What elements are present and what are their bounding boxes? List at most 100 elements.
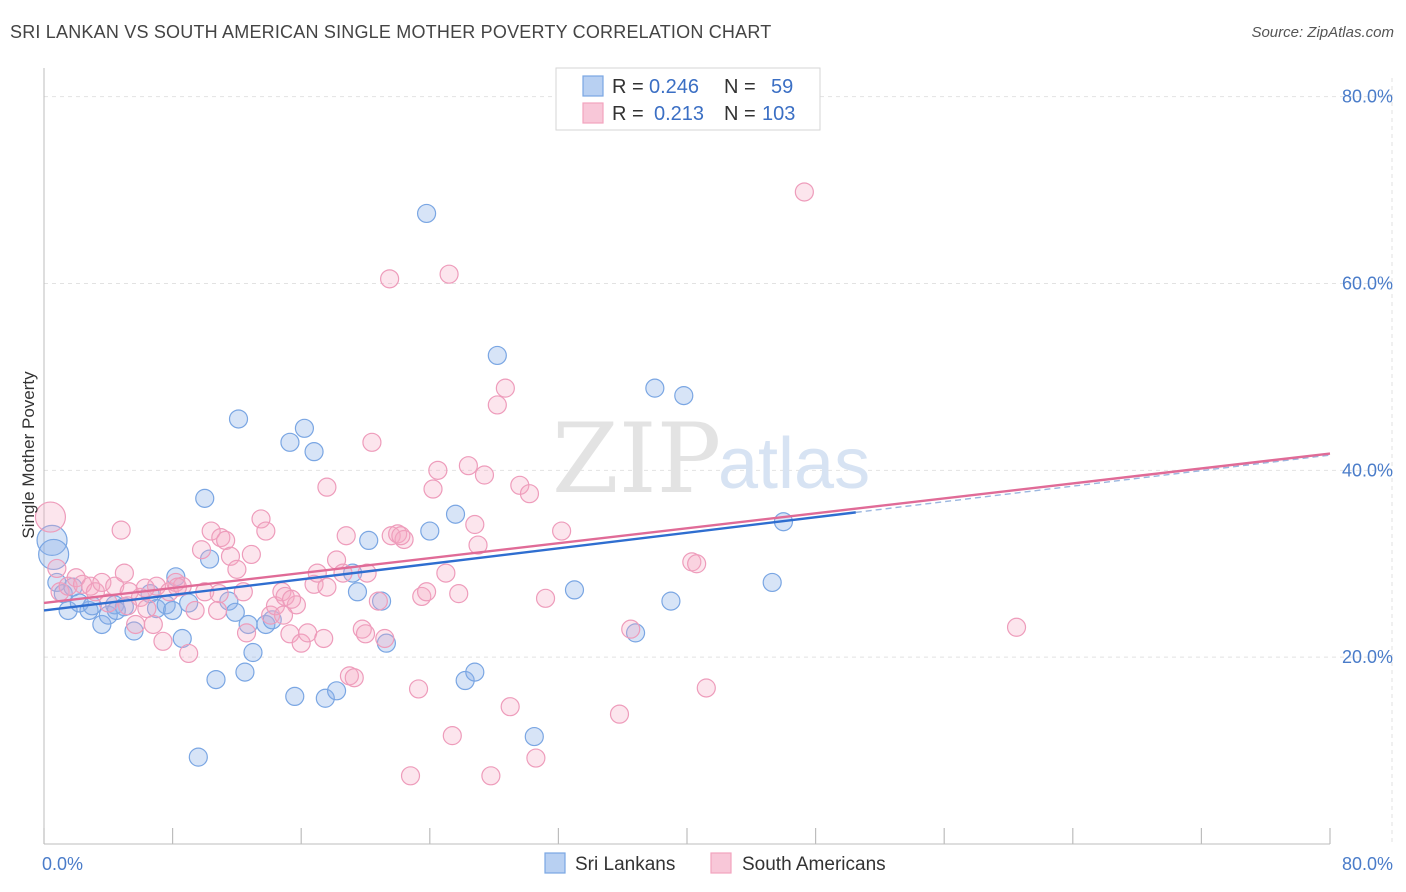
sri-lankan-point <box>416 203 437 224</box>
sri-lankan-point <box>304 442 324 462</box>
sri-lankan-point <box>206 669 226 690</box>
south-american-point <box>216 530 236 551</box>
sri-lankan-point <box>674 386 694 406</box>
x-tick-labels: 0.0% 80.0% <box>42 854 1393 874</box>
trend-lines <box>43 452 1331 612</box>
south-american-point <box>391 526 411 546</box>
south-american-point <box>481 766 501 786</box>
south-american-point <box>236 623 257 643</box>
south-american-point <box>201 521 221 541</box>
watermark-zip: ZIP <box>552 403 721 515</box>
chart-title: SRI LANKAN VS SOUTH AMERICAN SINGLE MOTH… <box>10 22 772 42</box>
y-axis-label: Single Mother Poverty <box>19 371 38 539</box>
south-american-point <box>400 766 421 786</box>
south-american-point <box>416 582 437 602</box>
south-american-point <box>458 456 478 476</box>
legend-r-label-1: R = <box>612 76 644 98</box>
south-american-point <box>375 628 395 649</box>
sri-lankan-point <box>92 614 112 635</box>
legend-label-sri-lankans: Sri Lankans <box>575 854 675 875</box>
sri-lankan-point <box>294 418 315 438</box>
south-american-point <box>468 535 488 555</box>
south-american-point <box>143 614 163 635</box>
sri-lankan-point <box>36 524 68 557</box>
sri-lankan-point <box>762 572 782 593</box>
south-american-point <box>519 484 540 504</box>
legend-n-label-2: N = <box>724 103 756 125</box>
sri-lankan-point <box>524 726 544 747</box>
y-tick-labels: 20.0% 40.0% 60.0% 80.0% <box>1342 87 1393 667</box>
south-american-point <box>381 526 401 546</box>
south-american-point <box>449 584 469 604</box>
sri-lankan-point <box>645 378 665 398</box>
sri-lankan-point <box>124 621 144 641</box>
south-american-point <box>185 600 205 621</box>
y-tick-label: 20.0% <box>1342 647 1393 667</box>
south-american-point <box>439 264 459 284</box>
south-american-point <box>47 558 67 579</box>
sri-lankan-point <box>188 747 208 767</box>
south-american-point <box>273 605 294 625</box>
south-american-point <box>179 643 199 664</box>
south-american-point <box>609 704 630 724</box>
legend-r-value-2: 0.213 <box>654 103 704 125</box>
south-american-point <box>368 591 388 611</box>
sri-lankan-point <box>235 662 255 682</box>
south-american-point <box>135 578 155 598</box>
sri-lankan-point <box>359 530 379 551</box>
south-american-point <box>281 589 302 609</box>
grid-lines <box>44 78 1393 844</box>
south-american-point <box>153 631 173 651</box>
sri-lankan-point <box>445 504 466 524</box>
south-american-trend-line <box>43 452 1331 605</box>
legend-swatch-pink <box>582 102 604 124</box>
legend-label-south-americans: South Americans <box>742 854 886 875</box>
y-tick-label: 40.0% <box>1342 460 1393 480</box>
south-american-point <box>1006 617 1027 637</box>
legend-swatch-blue <box>582 75 604 97</box>
south-american-point <box>500 697 520 717</box>
sri-lankan-point <box>219 591 239 611</box>
sri-lankan-point <box>228 409 249 429</box>
sri-lankan-point <box>420 521 440 541</box>
south-american-point <box>114 563 134 583</box>
source-label: Source: ZipAtlas.com <box>1251 24 1394 41</box>
sri-lankan-point <box>315 688 335 708</box>
sri-lankan-point <box>195 488 215 508</box>
south-american-point <box>487 395 507 415</box>
south-american-point <box>298 623 318 643</box>
legend-n-value-1: 59 <box>771 76 793 98</box>
south-american-point <box>291 633 311 653</box>
south-american-point <box>428 460 448 480</box>
y-tick-label: 60.0% <box>1342 274 1393 294</box>
axes <box>43 68 1331 845</box>
x-tick-label: 0.0% <box>42 854 83 874</box>
sri-lankan-point <box>163 600 183 621</box>
south-american-point <box>621 619 641 639</box>
south-american-point <box>317 477 337 497</box>
south-american-point <box>423 479 443 499</box>
correlation-legend: R = 0.246 N = 59 R = 0.213 N = 103 <box>555 67 821 131</box>
sri-lankan-point <box>487 345 507 366</box>
series-legend: Sri Lankans South Americans <box>544 852 886 875</box>
south-american-point <box>317 577 337 597</box>
legend-swatch-south-americans <box>710 852 732 874</box>
south-american-point <box>465 514 485 535</box>
sri-lankan-trend-extension <box>855 454 1331 514</box>
data-points <box>34 182 1027 786</box>
south-american-point <box>256 521 276 541</box>
sri-lankan-point <box>146 598 167 619</box>
x-tick-label: 80.0% <box>1342 854 1393 874</box>
south-american-point <box>696 678 716 698</box>
south-american-point <box>535 588 556 608</box>
sri-lankan-point <box>347 582 368 602</box>
south-american-point <box>495 378 515 398</box>
south-american-point <box>362 432 382 452</box>
south-american-point <box>794 182 814 202</box>
south-american-point <box>687 554 707 574</box>
sri-lankan-point <box>285 686 305 707</box>
south-american-point <box>208 600 228 621</box>
south-american-point <box>552 521 572 541</box>
legend-n-label-1: N = <box>724 76 756 98</box>
